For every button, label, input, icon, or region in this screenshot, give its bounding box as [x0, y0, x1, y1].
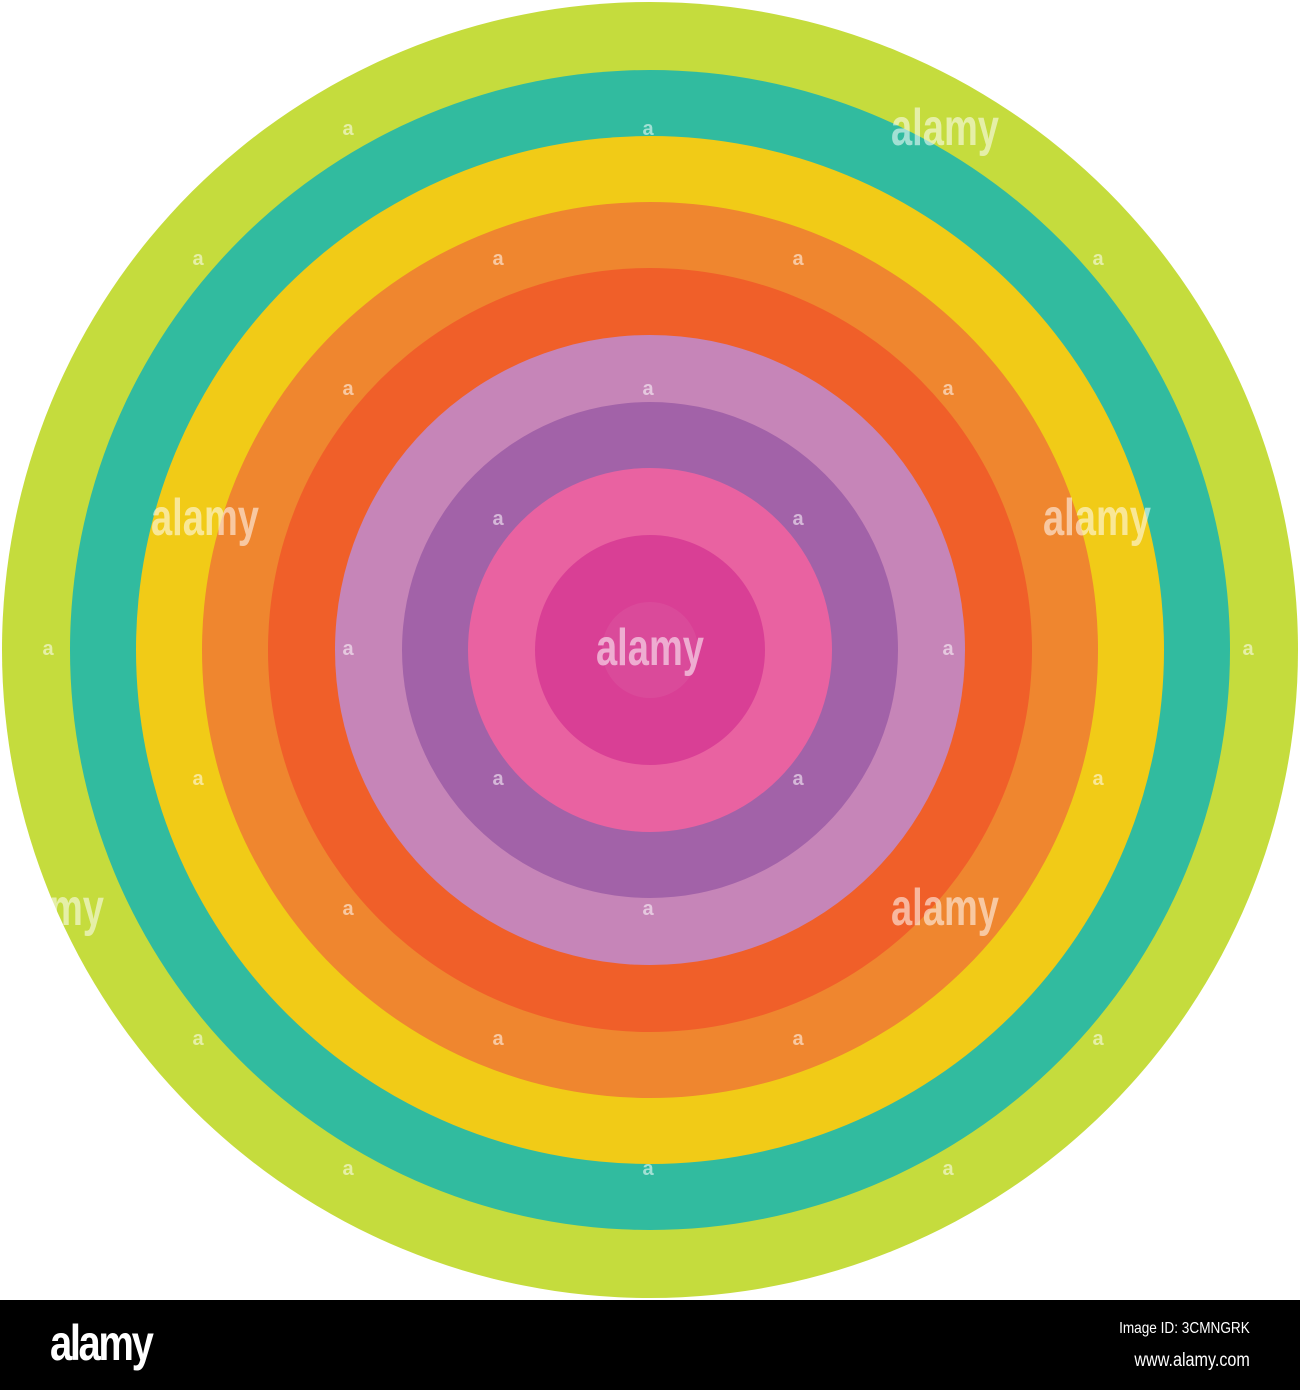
website-label: www.alamy.com — [1134, 1350, 1250, 1371]
watermark-text: alamy — [151, 489, 259, 547]
watermark-mark: a — [192, 768, 204, 790]
watermark-mark: a — [1242, 638, 1254, 660]
watermark-mark: a — [792, 768, 804, 790]
watermark-footer-bar: alamy Image ID: 3CMNGRK www.alamy.com — [0, 1300, 1300, 1390]
watermark-mark: a — [942, 378, 954, 400]
watermark-mark: a — [792, 248, 804, 270]
watermark-text: alamy — [596, 619, 704, 677]
alamy-logo: alamy — [50, 1315, 154, 1371]
watermark-mark: a — [642, 378, 654, 400]
watermark-mark: a — [342, 638, 354, 660]
watermark-mark: a — [342, 118, 354, 140]
watermark-mark: a — [1092, 248, 1104, 270]
watermark-mark: a — [792, 1028, 804, 1050]
ring-10 — [602, 602, 698, 698]
watermark-mark: a — [492, 1028, 504, 1050]
watermark-mark: a — [942, 638, 954, 660]
watermark-mark: a — [792, 508, 804, 530]
watermark-mark: a — [42, 638, 54, 660]
watermark-mark: a — [192, 1028, 204, 1050]
watermark-mark: a — [342, 1158, 354, 1180]
watermark-mark: a — [1092, 1028, 1104, 1050]
watermark-mark: a — [342, 898, 354, 920]
watermark-mark: a — [492, 508, 504, 530]
watermark-text: alamy — [0, 879, 104, 937]
watermark-mark: a — [192, 248, 204, 270]
watermark-mark: a — [642, 898, 654, 920]
watermark-mark: a — [342, 378, 354, 400]
watermark-text: alamy — [891, 879, 999, 937]
watermark-mark: a — [642, 1158, 654, 1180]
watermark-text: alamy — [891, 99, 999, 157]
watermark-mark: a — [942, 1158, 954, 1180]
image-id-label: Image ID: 3CMNGRK — [1119, 1320, 1250, 1337]
watermark-mark: a — [492, 768, 504, 790]
concentric-circles-graphic: alamy alamy alamy alamy alamy alamy a a a a a a a a a a… — [0, 2, 1298, 1298]
watermark-mark: a — [642, 118, 654, 140]
watermark-mark: a — [492, 248, 504, 270]
watermark-mark: a — [1092, 768, 1104, 790]
watermark-text: alamy — [1043, 489, 1151, 547]
